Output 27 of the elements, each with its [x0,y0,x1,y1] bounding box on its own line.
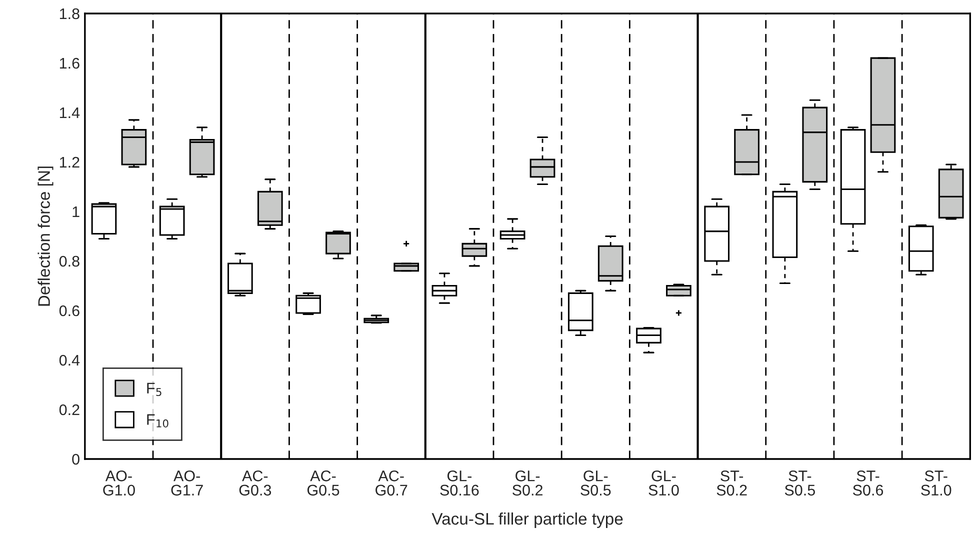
y-tick-label: 0.8 [59,256,80,267]
x-tick-label: AC-G0.7 [376,470,408,496]
legend-label: F$_{10}$ [147,414,168,428]
x-tick-label: GL-S1.0 [648,470,679,496]
x-tick-label: ST-S1.0 [921,470,952,496]
x-tick-label: GL-S0.16 [440,470,479,496]
y-tick-label: 1.2 [60,156,80,168]
y-tick-label: 1.4 [60,108,80,118]
x-tick-label: ST-S0.6 [852,470,884,496]
y-tick-label: 1.8 [60,8,80,20]
x-tick-label: ST-S0.5 [784,470,815,496]
x-tick-label: GL-S0.5 [580,470,611,496]
x-axis-title: Vacu-SL filler particle type [432,512,623,528]
x-tick-label: AC-G0.3 [239,470,272,496]
y-axis-title: Deflection force [N] [38,166,54,306]
x-tick-label: AO-G1.7 [171,470,203,496]
x-tick-label: AO-G1.0 [103,470,135,496]
y-tick-label: 0.2 [59,404,80,416]
y-tick-label: 0.6 [59,305,80,316]
y-tick-label: 0 [72,454,80,465]
x-tick-label: GL-S0.2 [512,470,542,496]
y-tick-label: 0.4 [59,354,80,366]
x-tick-label: ST-S0.2 [716,470,747,496]
x-tick-label: AC-G0.5 [307,470,340,496]
y-tick-label: 1.6 [60,58,80,69]
y-tick-label: 1 [72,206,80,218]
legend-label: F$_{5}$ [147,382,162,396]
